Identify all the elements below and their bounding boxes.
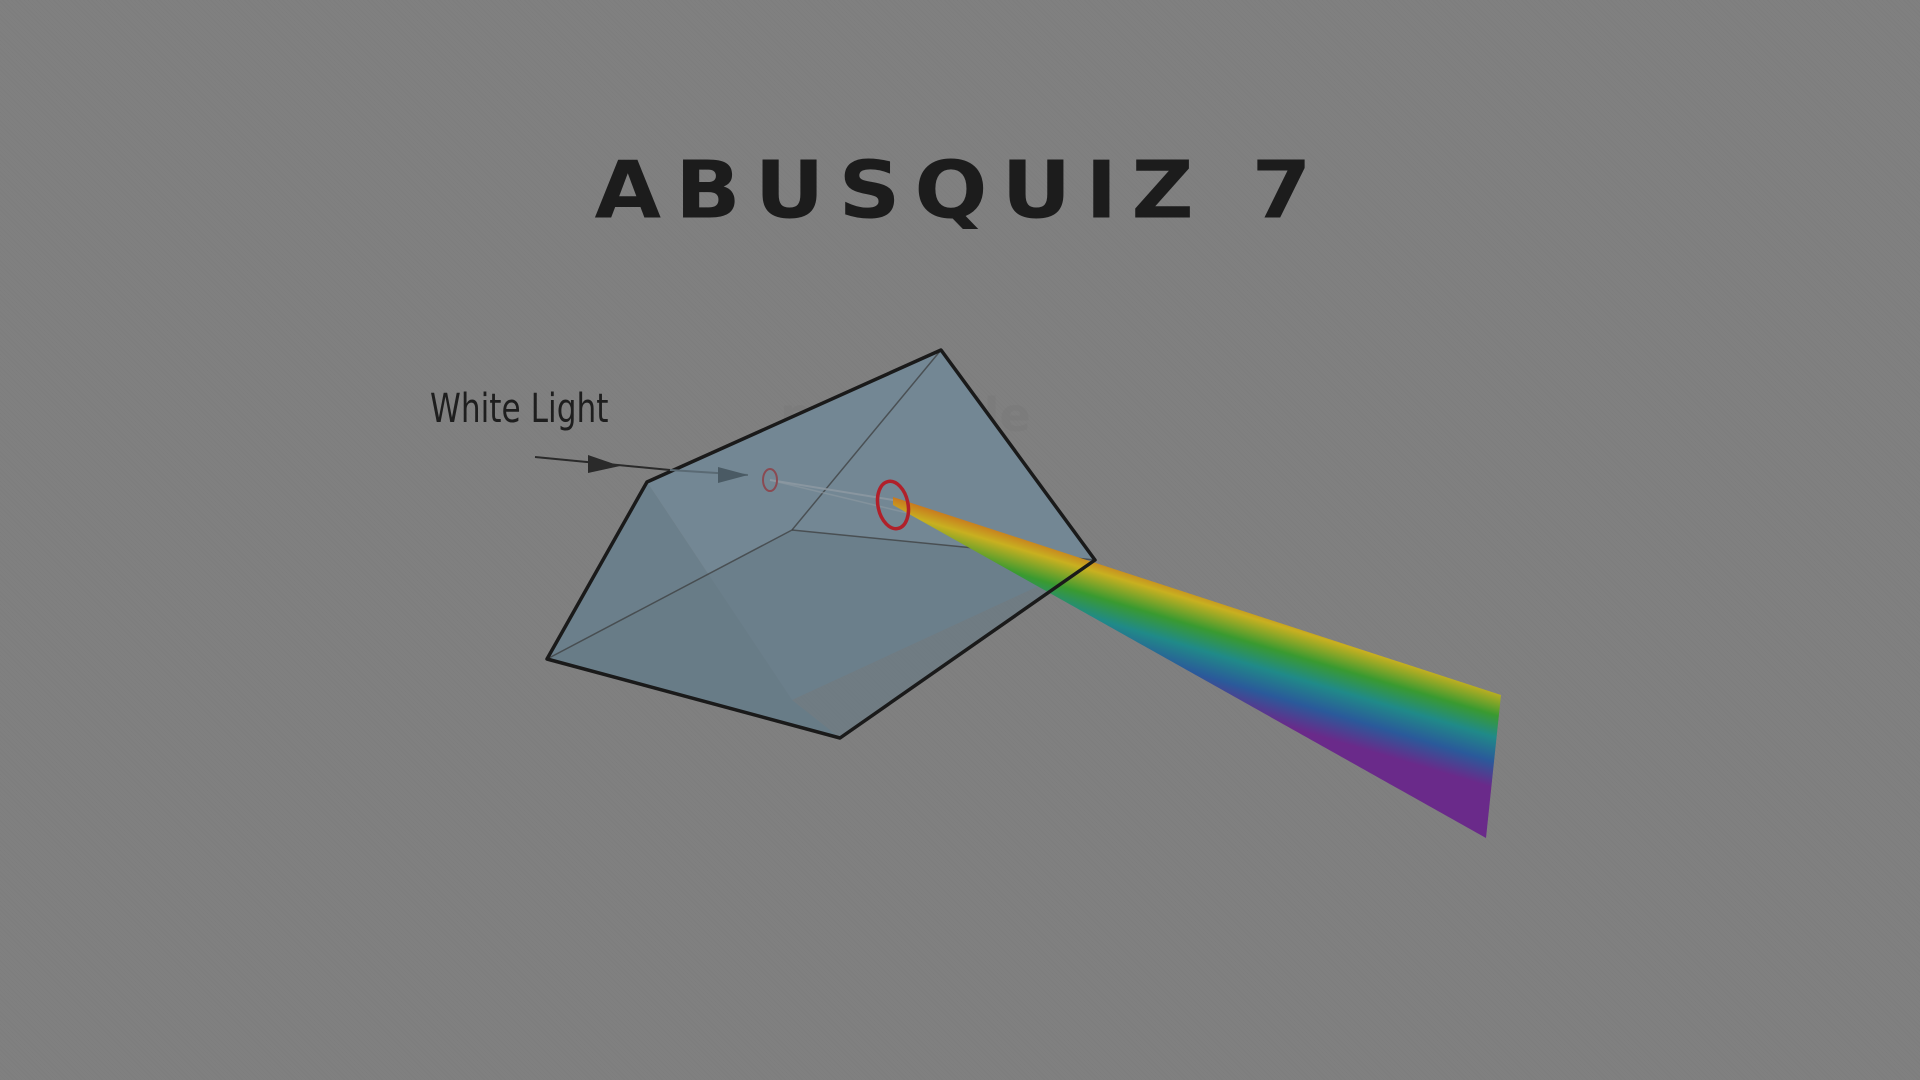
white-light-label: White Light — [430, 386, 609, 432]
arrow-head-icon — [718, 467, 748, 483]
prism-hidden-edge — [546, 529, 793, 660]
prism-hidden-edge — [791, 349, 942, 531]
entry-point-ring — [762, 468, 778, 492]
prism-outline — [545, 348, 1097, 740]
quiz-title: ABUSQUIZ 7 — [594, 145, 1326, 237]
prism-bottom-face — [547, 530, 1095, 738]
exit-point-ring — [875, 479, 911, 531]
spectrum-beam — [893, 497, 1501, 838]
arrow-head-icon — [588, 455, 620, 473]
